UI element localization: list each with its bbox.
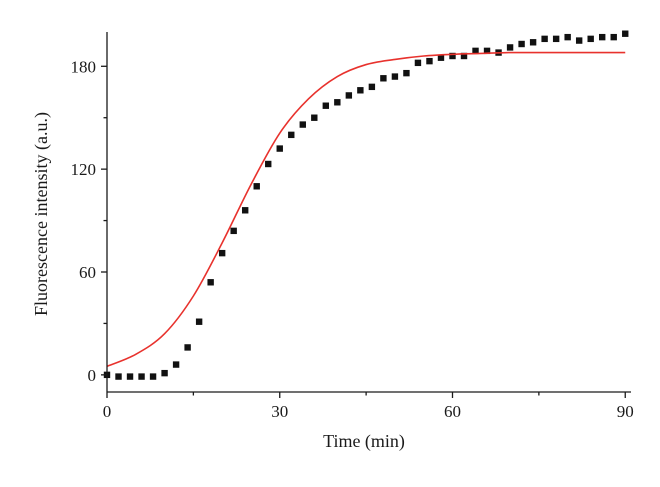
data-point xyxy=(599,33,606,41)
data-point xyxy=(138,373,145,380)
data-point xyxy=(322,102,330,109)
plot-area xyxy=(103,30,629,380)
data-point xyxy=(345,92,353,99)
data-point xyxy=(587,35,594,43)
data-point xyxy=(241,207,249,214)
data-point xyxy=(126,373,134,380)
data-point xyxy=(207,279,214,286)
x-tick-label: 90 xyxy=(617,402,634,421)
data-point xyxy=(472,47,479,55)
data-point xyxy=(334,99,341,106)
data-point xyxy=(449,52,456,60)
data-point xyxy=(541,35,548,43)
data-point xyxy=(575,37,583,44)
data-point xyxy=(506,44,514,51)
data-point xyxy=(357,87,364,94)
data-point xyxy=(161,369,168,377)
tick-labels: 0 30 60 90 0 60 120 180 xyxy=(71,57,634,421)
y-tick-label: 120 xyxy=(71,160,97,179)
x-axis-title: Time (min) xyxy=(323,431,405,452)
x-tick-label: 60 xyxy=(444,402,461,421)
data-point xyxy=(391,73,399,80)
data-point xyxy=(149,373,157,380)
data-point xyxy=(518,40,525,48)
axes xyxy=(106,32,631,393)
data-point xyxy=(230,227,237,235)
data-point xyxy=(184,344,191,351)
data-point xyxy=(276,145,283,152)
y-tick-label: 0 xyxy=(88,366,97,385)
data-point xyxy=(368,83,376,91)
data-point xyxy=(414,59,422,67)
data-point xyxy=(172,361,180,368)
fit-curve-line xyxy=(106,51,626,368)
y-axis-title: Fluorescence intensity (a.u.) xyxy=(31,112,52,316)
data-point xyxy=(265,160,272,168)
data-point xyxy=(552,35,560,43)
data-point xyxy=(622,30,629,37)
data-point xyxy=(610,33,617,41)
data-point xyxy=(195,318,203,325)
data-point xyxy=(426,57,433,65)
data-point xyxy=(483,47,491,55)
data-point xyxy=(380,75,387,82)
data-point xyxy=(564,33,571,41)
data-point xyxy=(311,114,318,121)
data-point xyxy=(437,54,445,61)
y-tick-label: 180 xyxy=(71,57,97,76)
data-point xyxy=(115,373,122,380)
data-point xyxy=(218,249,226,257)
y-tick-label: 60 xyxy=(79,263,96,282)
data-point xyxy=(299,121,306,128)
data-point xyxy=(288,131,295,139)
data-point xyxy=(529,39,537,46)
ticks xyxy=(101,65,626,398)
data-point xyxy=(403,69,410,77)
x-tick-label: 0 xyxy=(103,402,112,421)
data-point xyxy=(460,52,468,60)
data-point xyxy=(253,183,260,190)
x-tick-label: 30 xyxy=(271,402,288,421)
